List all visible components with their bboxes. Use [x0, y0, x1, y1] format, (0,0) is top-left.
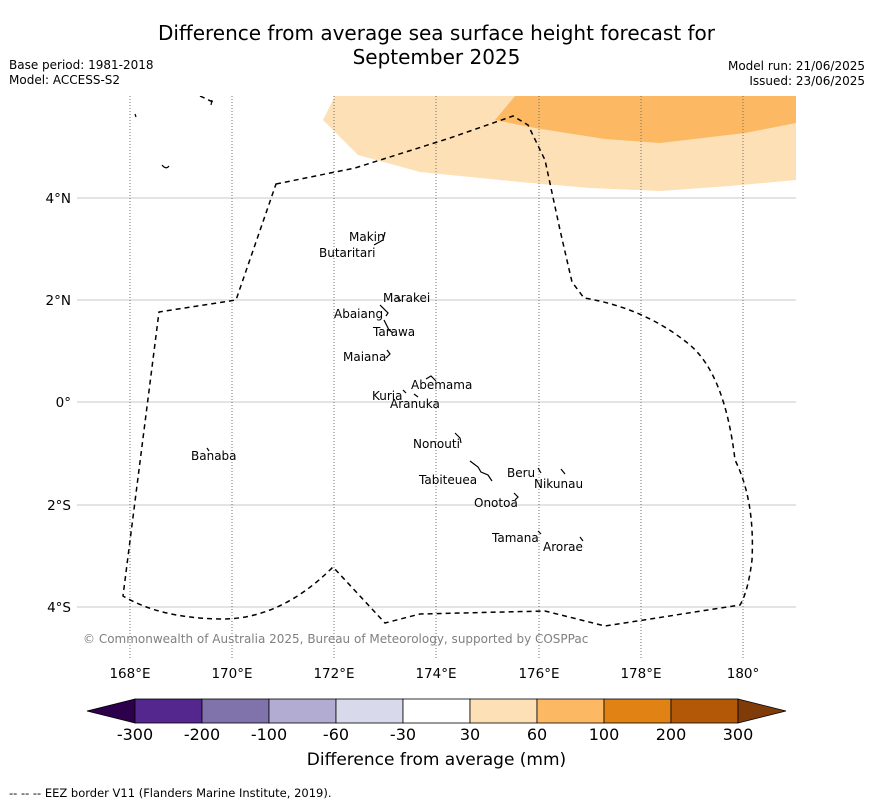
place-tabiteuea: Tabiteuea [418, 473, 477, 487]
colorbar-segments [134, 698, 739, 724]
model-name: Model: ACCESS-S2 [9, 73, 121, 87]
place-butaritari: Butaritari [319, 246, 376, 260]
copyright-notice: © Commonwealth of Australia 2025, Bureau… [83, 632, 589, 646]
lat-tick-labels: 4°N 2°N 0° 2°S 4°S [46, 191, 71, 616]
place-aranuka: Aranuka [390, 397, 440, 411]
place-maiana: Maiana [343, 350, 386, 364]
colorbar-segment [335, 698, 404, 724]
map-title: Difference from average sea surface heig… [0, 21, 873, 69]
place-onotoa: Onotoa [474, 496, 518, 510]
lat-tick-4s: 4°S [47, 600, 71, 616]
title-line-2: September 2025 [352, 45, 521, 69]
cb-tick-60: 60 [526, 725, 548, 744]
colorbar-label: Difference from average (mm) [306, 750, 567, 770]
place-banaba: Banaba [191, 449, 237, 463]
colorbar-segment [268, 698, 337, 724]
cb-tick-m30: -30 [389, 725, 417, 744]
lat-tick-0: 0° [56, 395, 71, 411]
lat-tick-2s: 2°S [47, 498, 71, 514]
colorbar-segment [469, 698, 538, 724]
lon-tick-labels: 168°E 170°E 172°E 174°E 176°E 178°E 180° [109, 666, 759, 682]
place-arorae: Arorae [543, 540, 583, 554]
place-tarawa: Tarawa [372, 325, 415, 339]
colorbar-over-arrow [737, 698, 787, 724]
anomaly-band-60-100 [495, 96, 796, 143]
place-nikunau: Nikunau [534, 477, 583, 491]
lon-tick-174: 174°E [415, 666, 456, 682]
lon-tick-172: 172°E [313, 666, 354, 682]
meta-left: Base period: 1981-2018 Model: ACCESS-S2 [9, 58, 154, 88]
lon-tick-176: 176°E [518, 666, 559, 682]
lon-gridlines [129, 96, 744, 658]
colorbar-segment [536, 698, 605, 724]
title-line-1: Difference from average sea surface heig… [157, 21, 716, 45]
lon-tick-178: 178°E [620, 666, 661, 682]
eez-note: -- -- -- EEZ border V11 (Flanders Marine… [9, 786, 332, 800]
place-abemama: Abemama [411, 378, 472, 392]
cb-tick-300: 300 [722, 725, 754, 744]
cb-tick-200: 200 [655, 725, 687, 744]
place-makin: Makin [349, 230, 385, 244]
lat-tick-2n: 2°N [46, 293, 71, 309]
island-outlines [134, 99, 584, 542]
cb-tick-m300: -300 [116, 725, 154, 744]
cb-tick-m60: -60 [322, 725, 350, 744]
place-beru: Beru [507, 466, 535, 480]
place-marakei: Marakei [383, 291, 430, 305]
eez-border-north [199, 96, 216, 104]
cb-tick-m200: -200 [183, 725, 221, 744]
colorbar-segment [670, 698, 739, 724]
place-kuria: Kuria [372, 389, 403, 403]
lon-tick-168: 168°E [109, 666, 150, 682]
meta-right: Model run: 21/06/2025 Issued: 23/06/2025 [728, 59, 865, 89]
place-abaiang: Abaiang [334, 307, 383, 321]
place-nonouti: Nonouti [413, 437, 460, 451]
colorbar-under-arrow [86, 698, 136, 724]
base-period: Base period: 1981-2018 [9, 58, 154, 72]
colorbar-segment [201, 698, 270, 724]
lon-tick-180: 180° [727, 666, 760, 682]
colorbar-segment [134, 698, 203, 724]
place-tamana: Tamana [491, 531, 539, 545]
map-area: 168°E 170°E 172°E 174°E 176°E 178°E 180°… [46, 96, 796, 682]
colorbar-segment [402, 698, 471, 724]
place-labels: Makin Butaritari Marakei Abaiang Tarawa … [191, 230, 583, 554]
cb-tick-100: 100 [588, 725, 620, 744]
model-run: Model run: 21/06/2025 [727, 59, 865, 73]
cb-tick-m100: -100 [250, 725, 288, 744]
issued-date: Issued: 23/06/2025 [749, 74, 865, 88]
lat-tick-4n: 4°N [46, 191, 71, 207]
eez-border [122, 115, 754, 627]
colorbar-segment [603, 698, 672, 724]
cb-tick-30: 30 [459, 725, 481, 744]
lon-tick-170: 170°E [211, 666, 252, 682]
